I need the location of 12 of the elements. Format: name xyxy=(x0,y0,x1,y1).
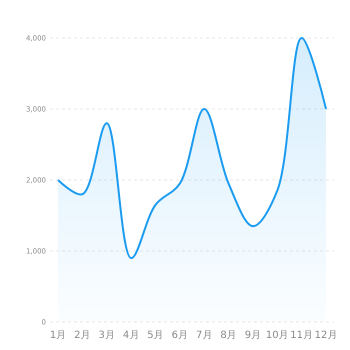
x-tick-label: 12月 xyxy=(314,330,338,341)
x-tick-label: 1月 xyxy=(50,330,66,341)
x-tick-label: 2月 xyxy=(74,330,91,341)
x-tick-label: 7月 xyxy=(196,330,212,341)
x-tick-label: 5月 xyxy=(147,330,164,341)
x-tick-label: 4月 xyxy=(122,330,140,341)
x-tick-label: 6月 xyxy=(172,330,188,341)
x-tick-label: 8月 xyxy=(220,330,237,341)
x-tick-label: 3月 xyxy=(98,330,115,341)
x-tick-label: 10月 xyxy=(266,330,289,341)
x-tick-label: 9月 xyxy=(244,330,262,341)
x-tick-label: 11月 xyxy=(290,330,314,341)
